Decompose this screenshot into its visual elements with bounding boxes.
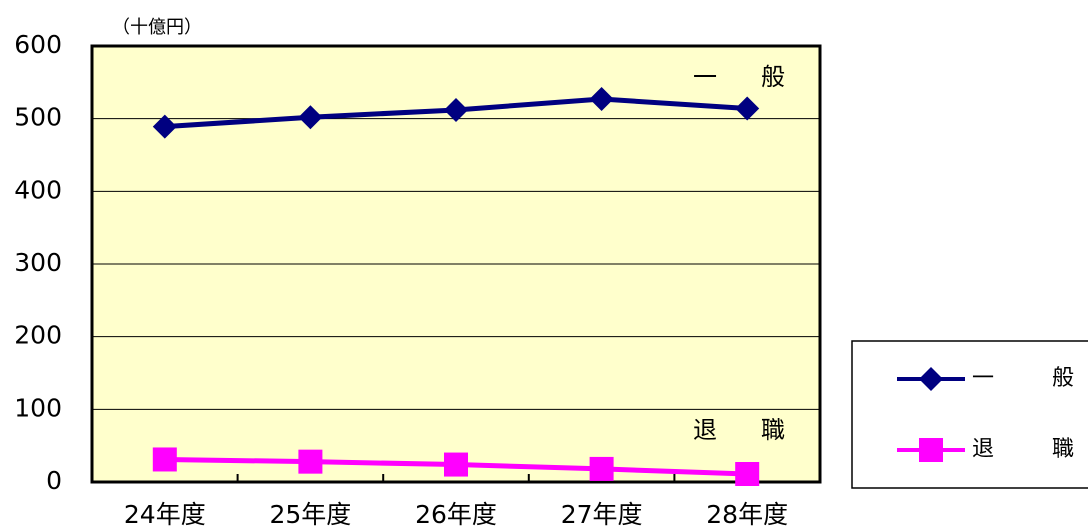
data-point	[589, 456, 614, 481]
legend-label: 退 職	[972, 437, 1088, 462]
legend-marker	[919, 438, 943, 462]
data-point	[298, 105, 323, 130]
data-point	[444, 97, 468, 122]
y-tick-label: 200	[14, 321, 62, 350]
y-tick-label: 0	[46, 466, 62, 495]
legend-marker	[919, 367, 943, 391]
data-point	[152, 447, 177, 472]
x-tick-label: 24年度	[124, 500, 206, 529]
data-point	[735, 96, 760, 121]
series-annotation: 一 般	[693, 63, 795, 91]
x-tick-label: 25年度	[269, 500, 351, 529]
legend-box	[851, 340, 1088, 489]
plot-border	[90, 44, 822, 484]
x-tick-label: 28年度	[706, 500, 788, 529]
series-annotation: 退 職	[693, 416, 795, 444]
data-point	[735, 462, 760, 487]
data-point	[298, 449, 323, 474]
y-tick-label: 600	[14, 30, 62, 59]
x-tick-label: 27年度	[561, 500, 643, 529]
data-point	[152, 114, 177, 139]
x-tick-label: 26年度	[415, 500, 497, 529]
y-tick-label: 300	[14, 248, 62, 277]
y-tick-label: 400	[14, 175, 62, 204]
y-tick-label: 100	[14, 393, 62, 422]
data-point	[589, 87, 614, 112]
data-point	[444, 452, 468, 477]
unit-label: （十億円）	[112, 17, 202, 38]
y-tick-label: 500	[14, 103, 62, 132]
legend-label: 一 般	[972, 366, 1088, 391]
